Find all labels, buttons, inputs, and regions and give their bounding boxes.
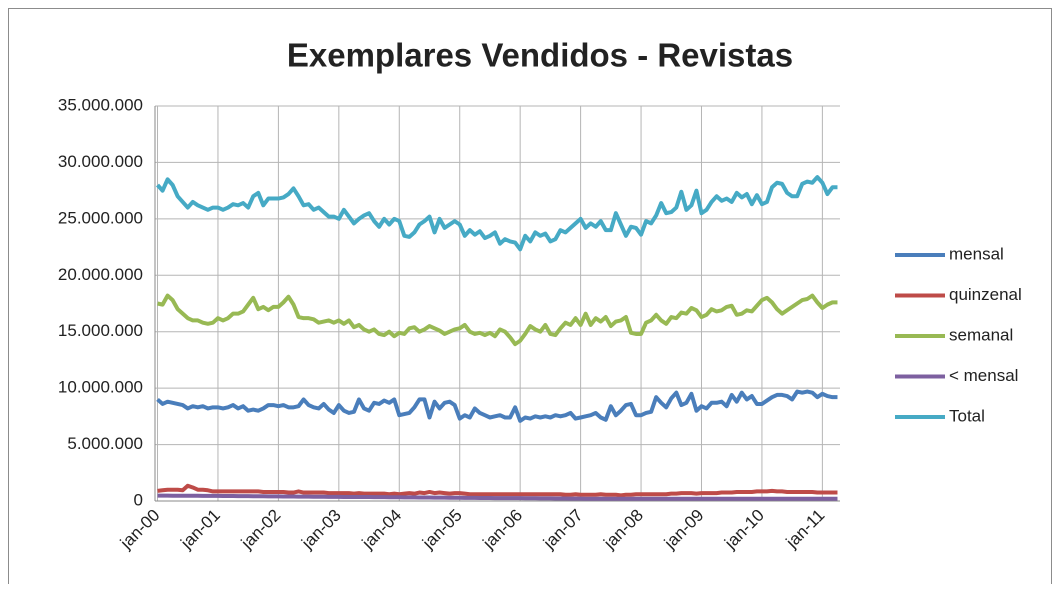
legend-label: mensal [949,244,1004,263]
series-line [156,389,838,423]
y-tick-label: 25.000.000 [58,208,143,227]
y-tick-label: 15.000.000 [58,321,143,340]
chart-title: Exemplares Vendidos - Revistas [287,37,793,74]
series-line [156,175,838,252]
series-line [157,293,838,347]
legend-label: Total [949,406,985,425]
y-tick-label: 20.000.000 [58,265,143,284]
legend-label: quinzenal [949,285,1022,304]
y-tick-label: 0 [134,490,143,509]
legend-label: < mensal [949,366,1018,385]
y-tick-label: 35.000.000 [58,95,143,114]
legend-label: semanal [949,325,1013,344]
y-tick-label: 5.000.000 [67,434,143,453]
y-tick-label: 10.000.000 [58,378,143,397]
series-line [157,483,838,498]
series-line [157,493,838,501]
y-tick-label: 30.000.000 [58,152,143,171]
